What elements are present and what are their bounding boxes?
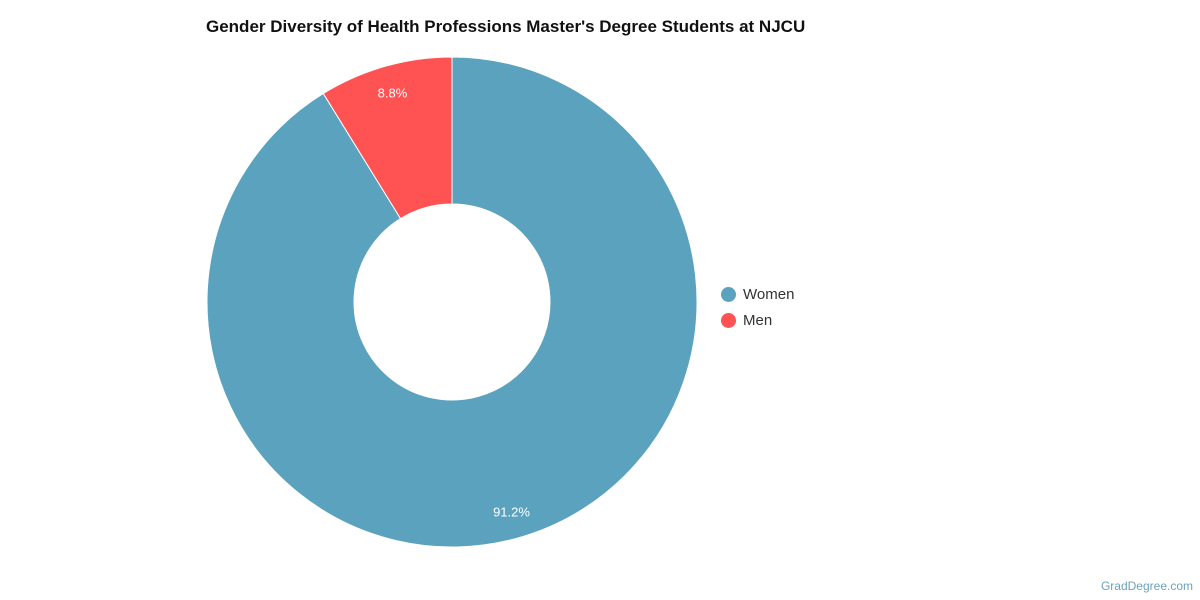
legend-label: Women [743, 285, 795, 303]
legend: Women Men [721, 281, 794, 333]
slice-label-women: 91.2% [493, 505, 530, 520]
slice-women[interactable] [206, 56, 698, 548]
legend-item-men[interactable]: Men [721, 307, 794, 333]
legend-marker-icon [721, 312, 736, 328]
chart-title: Gender Diversity of Health Professions M… [206, 17, 806, 36]
legend-item-women[interactable]: Women [721, 281, 794, 307]
slice-men[interactable] [322, 56, 453, 220]
credit-link[interactable]: GradDegree.com [1100, 579, 1193, 593]
slice-label-men: 8.8% [378, 85, 408, 100]
legend-marker-icon [721, 286, 736, 302]
legend-label: Men [743, 311, 773, 329]
